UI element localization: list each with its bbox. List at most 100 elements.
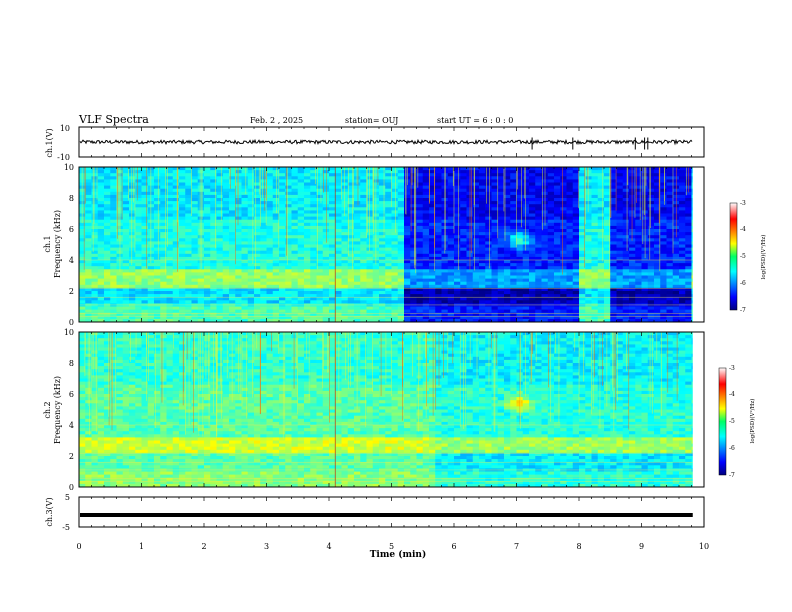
spectrogram-cell — [560, 272, 567, 276]
spectrogram-cell — [354, 235, 361, 239]
spectrogram-cell — [166, 176, 174, 180]
spectrogram-cell — [135, 235, 142, 239]
spectrogram-cell — [454, 247, 461, 252]
spectrogram-cell — [316, 238, 324, 242]
spectrogram-cell — [485, 207, 492, 211]
spectrogram-cell — [660, 281, 667, 286]
spectrogram-cell — [622, 185, 630, 190]
spectrogram-cell — [322, 306, 330, 310]
spectrogram-cell — [235, 167, 242, 171]
spectrogram-cell — [304, 260, 311, 264]
spectrogram-cell — [91, 315, 99, 320]
spectrogram-cell — [416, 272, 424, 276]
spectrogram-cell — [604, 232, 611, 236]
spectrogram-cell — [591, 222, 599, 227]
spectrogram-cell — [485, 225, 492, 230]
spectrogram-cell — [329, 309, 336, 314]
spectrogram-cell — [285, 179, 292, 183]
spectrogram-cell — [304, 204, 311, 208]
spectrogram-cell — [529, 204, 536, 208]
spectrogram-cell — [285, 238, 292, 242]
spectrogram-cell — [572, 297, 580, 301]
spectrogram-cell — [510, 170, 517, 174]
spectrogram-cell — [660, 185, 667, 190]
spectrogram-cell — [572, 241, 580, 245]
spectrogram-cell — [622, 269, 630, 273]
spectrogram-cell — [460, 170, 467, 174]
spectrogram-cell — [404, 244, 411, 248]
spectrogram-cell — [266, 250, 274, 255]
spectrogram-cell — [279, 204, 286, 208]
spectrogram-cell — [554, 291, 561, 295]
spectrogram-cell — [335, 297, 342, 301]
spectrogram-cell — [160, 284, 167, 289]
spectrogram-cell — [647, 297, 655, 301]
spectrogram-cell — [235, 210, 242, 214]
spectrogram-cell — [354, 263, 361, 267]
spectrogram-cell — [79, 291, 86, 295]
spectrogram-cell — [466, 284, 474, 289]
spectrogram-cell — [566, 201, 574, 205]
spectrogram-cell — [360, 204, 367, 208]
spectrogram-cell — [379, 185, 386, 190]
spectrogram-cell — [166, 253, 174, 258]
spectrogram-cell — [572, 213, 580, 217]
spectrogram-cell — [279, 216, 286, 221]
spectrogram-cell — [429, 207, 436, 211]
spectrogram-cell — [491, 188, 499, 193]
spectrogram-cell — [547, 232, 555, 236]
spectrogram-cell — [410, 300, 417, 304]
spectrogram-cell — [485, 300, 492, 304]
spectrogram-cell — [379, 269, 386, 273]
spectrogram-cell — [91, 194, 99, 199]
spectrogram-cell — [554, 207, 561, 211]
spectrogram-cell — [254, 198, 261, 202]
spectrogram-cell — [416, 222, 424, 227]
spectrogram-cell — [104, 167, 111, 171]
spectrogram-cell — [347, 225, 355, 230]
spectrogram-cell — [172, 241, 180, 245]
spectrogram-cell — [516, 275, 524, 279]
spectrogram-cell — [416, 232, 424, 236]
spectrogram-cell — [554, 318, 561, 322]
spectrogram-cell — [585, 291, 592, 295]
spectrogram-cell — [222, 284, 230, 289]
spectrogram-cell — [591, 201, 599, 205]
spectrogram-cell — [447, 176, 455, 180]
spectrogram-cell — [216, 225, 224, 230]
spectrogram-cell — [135, 294, 142, 298]
spectrogram-cell — [129, 291, 136, 295]
spectrogram-cell — [591, 173, 599, 177]
spectrogram-cell — [429, 201, 436, 205]
spectrogram-cell — [360, 207, 367, 211]
spectrogram-cell — [422, 182, 430, 186]
spectrogram-cell — [172, 182, 180, 186]
spectrogram-cell — [147, 287, 155, 292]
spectrogram-cell — [166, 201, 174, 205]
spectrogram-cell — [122, 182, 130, 186]
spectrogram-cell — [110, 229, 117, 233]
spectrogram-cell — [491, 250, 499, 255]
spectrogram-cell — [97, 191, 105, 196]
spectrogram-cell — [672, 247, 680, 252]
spectrogram-cell — [104, 309, 111, 314]
spectrogram-cell — [597, 207, 605, 211]
spectrogram-cell — [635, 275, 642, 279]
spectrogram-cell — [429, 318, 436, 322]
spectrogram-cell — [529, 167, 536, 171]
spectrogram-cell — [229, 173, 236, 177]
spectrogram-cell — [397, 266, 405, 270]
spectrogram-cell — [560, 194, 567, 199]
spectrogram-cell — [441, 315, 449, 320]
spectrogram-cell — [329, 232, 336, 236]
spectrogram-cell — [647, 266, 655, 270]
spectrogram-cell — [566, 176, 574, 180]
spectrogram-cell — [335, 229, 342, 233]
spectrogram-cell — [385, 182, 392, 186]
spectrogram-cell — [166, 260, 174, 264]
spectrogram-cell — [622, 194, 630, 199]
spectrogram-cell — [572, 167, 580, 171]
spectrogram-cell — [172, 318, 180, 322]
spectrogram-cell — [429, 241, 436, 245]
spectrogram-cell — [272, 170, 280, 174]
